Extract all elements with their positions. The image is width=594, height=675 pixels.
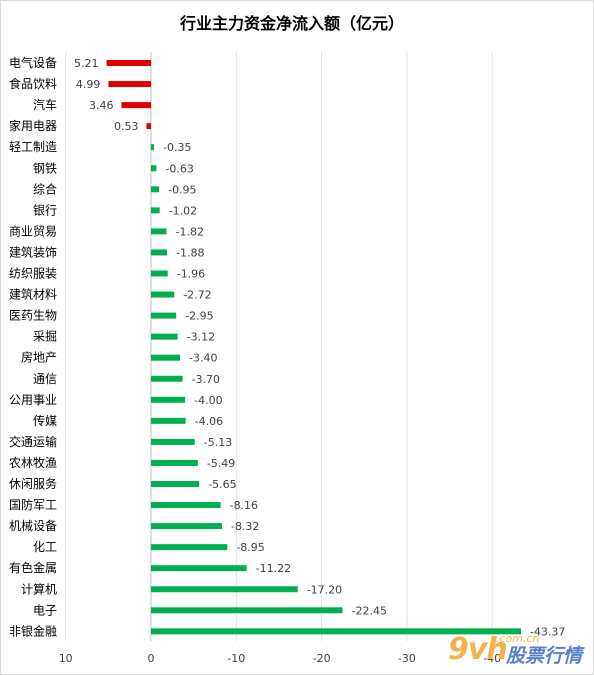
value-label: -8.16 [230,499,258,512]
bar [151,607,343,614]
bar [151,312,177,319]
value-label: 5.21 [74,57,99,70]
category-label: 纺织服装 [9,267,57,281]
value-label: -2.95 [185,310,213,323]
value-label: -11.22 [256,562,291,575]
category-label: 国防军工 [9,497,57,512]
bar [121,102,151,109]
bar [151,586,298,593]
category-label: 食品饮料 [9,76,57,91]
category-label: 非银金融 [9,623,57,638]
value-label: 4.99 [76,78,101,91]
value-label: -1.82 [176,225,204,238]
category-label: 农林牧渔 [9,456,57,470]
category-label: 轻工制造 [9,140,57,154]
value-label: -5.49 [207,457,235,470]
category-label: 医药生物 [9,309,57,323]
value-label: -0.35 [163,141,191,154]
bar [151,565,247,572]
category-label: 休闲服务 [9,476,57,491]
value-label: -1.02 [169,204,197,217]
category-label: 传媒 [33,413,57,428]
x-tick-label: -40 [483,652,501,665]
value-label: -8.95 [236,541,264,554]
bar [151,502,221,509]
category-label: 钢铁 [33,161,57,175]
category-labels: 电气设备食品饮料汽车家用电器轻工制造钢铁综合银行商业贸易建筑装饰纺织服装建筑材料… [9,55,57,638]
gridlines [65,52,493,641]
bar [151,523,222,530]
bar [151,207,160,214]
bar [151,270,168,277]
value-label: -5.65 [208,478,236,491]
value-label: -17.20 [307,583,342,596]
x-tick-label: -20 [313,652,331,665]
category-label: 交通运输 [9,434,57,449]
value-label: -3.12 [187,331,215,344]
bar [151,186,160,193]
bar [151,396,186,403]
value-labels: 5.21 4.99 3.460.53 -0.35 -0.63 -0.95 -1.02 -1.8… [74,57,565,638]
category-label: 计算机 [21,581,57,596]
bar [151,333,178,340]
category-label: 银行 [33,203,57,217]
value-label: -4.00 [194,394,222,407]
bar [151,165,157,172]
bar [151,144,154,151]
category-label: 汽车 [33,97,57,112]
value-label: -3.70 [192,373,220,386]
value-label: -0.95 [168,183,196,196]
value-label: -1.96 [177,268,205,281]
bar [151,354,181,361]
category-label: 电气设备 [9,55,57,70]
bar [151,438,195,445]
category-label: 房地产 [21,350,57,365]
bar [151,481,200,487]
bar [151,628,521,635]
value-label: -5.13 [204,436,232,449]
bars [106,60,521,635]
bar [151,417,186,424]
category-label: 综合 [33,181,57,196]
value-label: -22.45 [351,604,386,617]
bar [151,291,175,298]
value-label: -4.06 [195,415,223,428]
category-label: 采掘 [33,329,57,344]
x-tick-label: 10 [59,652,73,665]
category-label: 建筑材料 [9,287,57,302]
bar [151,375,183,382]
category-label: 化工 [33,540,57,554]
value-label: -43.37 [530,625,565,638]
bar [151,249,168,256]
value-label: -8.32 [231,520,259,533]
x-tick-label: -30 [398,652,416,665]
bar [151,459,198,466]
bar [106,60,151,66]
category-label: 商业贸易 [9,223,57,238]
value-label: -1.88 [176,246,204,259]
bar [108,81,151,88]
category-label: 家用电器 [9,118,57,133]
category-label: 电子 [33,603,57,617]
bar [151,544,228,551]
value-label: 3.46 [89,99,114,112]
value-label: 0.53 [114,120,139,133]
category-label: 通信 [33,372,57,386]
chart-title: 行业主力资金净流入额（亿元） [179,14,404,33]
bar [146,123,151,130]
category-label: 建筑装饰 [9,244,57,259]
x-tick-label: -10 [227,652,245,665]
value-label: -2.72 [183,289,211,302]
value-label: -0.63 [165,162,193,175]
value-label: -3.40 [189,352,217,365]
category-label: 机械设备 [9,518,57,533]
category-label: 公用事业 [9,393,57,407]
x-tick-label: 0 [148,652,155,665]
bar [151,228,167,235]
x-axis-ticks: 10 0 -10 -20 -30 -40 [59,652,501,665]
category-label: 有色金属 [9,560,57,575]
